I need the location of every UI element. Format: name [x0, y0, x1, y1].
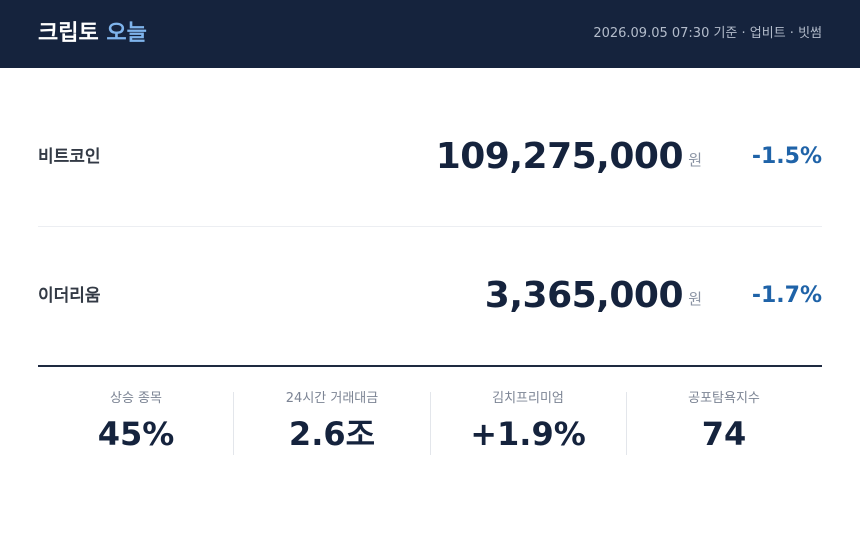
stat-value: 2.6조	[288, 415, 376, 453]
stat: 상승 종목 45%	[38, 390, 234, 456]
title-accent: 오늘	[106, 21, 147, 46]
stat-value: +1.9%	[470, 415, 586, 453]
stat-label: 24시간 거래대금	[285, 391, 379, 406]
stat: 김치프리미엄 +1.9%	[430, 390, 626, 456]
price-row: 비트코인 109,275,000 원 -1.5%	[38, 132, 822, 182]
price-change: -1.5%	[751, 144, 822, 169]
app-title: 크립토 오늘	[38, 19, 147, 49]
separator	[233, 392, 234, 455]
coin-price: 109,275,000	[435, 136, 684, 177]
coin-name: 이더리움	[38, 286, 101, 306]
price-row: 이더리움 3,365,000 원 -1.7%	[38, 271, 822, 321]
stat-label: 상승 종목	[110, 391, 162, 406]
price-unit: 원	[688, 290, 702, 308]
stat: 24시간 거래대금 2.6조	[234, 390, 430, 456]
header-meta: 2026.09.05 07:30 기준 · 업비트 · 빗썸	[593, 26, 822, 41]
price-unit: 원	[688, 151, 702, 169]
stat: 공포탐욕지수 74	[626, 390, 822, 456]
title: 크립토	[38, 21, 99, 46]
separator	[626, 392, 627, 455]
divider	[38, 365, 822, 367]
header: 크립토 오늘 2026.09.05 07:30 기준 · 업비트 · 빗썸	[0, 0, 860, 68]
stat-label: 김치프리미엄	[492, 391, 564, 406]
stat-value: 45%	[97, 415, 175, 453]
stat-label: 공포탐욕지수	[688, 391, 760, 406]
coin-name: 비트코인	[38, 147, 101, 167]
coin-price: 3,365,000	[484, 275, 684, 316]
separator	[430, 392, 431, 455]
stat-value: 74	[701, 415, 747, 453]
price-change: -1.7%	[751, 283, 822, 308]
divider	[38, 226, 822, 227]
